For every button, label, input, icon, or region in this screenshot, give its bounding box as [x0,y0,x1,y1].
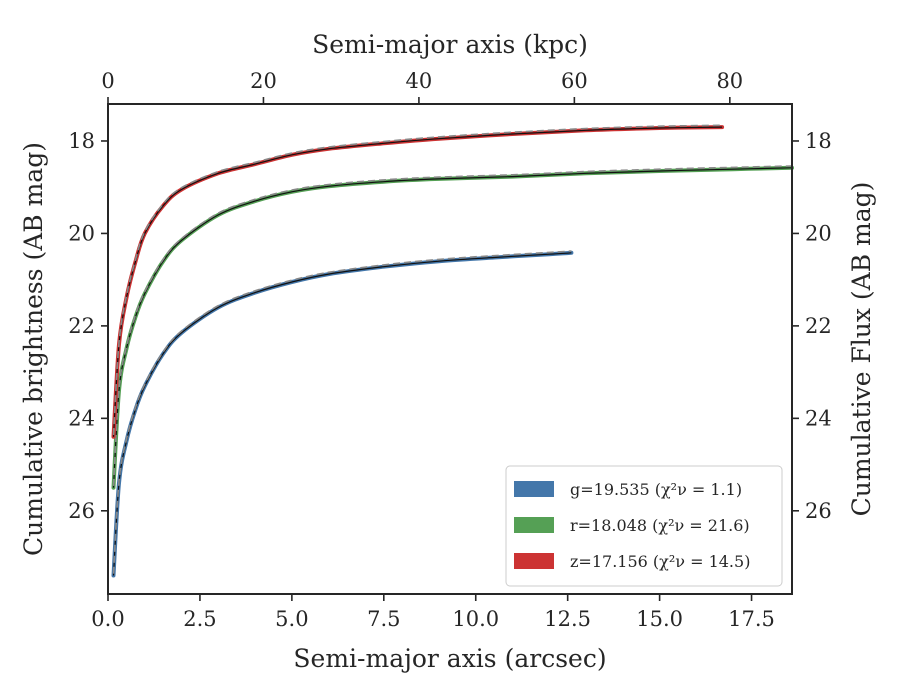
x2-tick-label: 60 [561,69,588,93]
series-0-dashed-line [112,250,572,574]
plot-frame [107,103,793,595]
legend-swatch [514,517,554,533]
series-1-model-line [112,167,793,488]
x-tick-label: 17.5 [728,607,775,631]
y2-tick-label: 18 [805,129,832,153]
y2-axis-title: Cumulative Flux (AB mag) [847,182,876,517]
legend-label: z=17.156 (χ²ν = 14.5) [570,552,750,571]
legend-label: g=19.535 (χ²ν = 1.1) [570,480,742,499]
x-tick-label: 12.5 [544,607,591,631]
series-0-model-line [112,252,572,576]
x-tick-label: 7.5 [367,607,400,631]
legend-frame [505,465,783,587]
series-1-dashed-line [112,165,793,486]
y2-tick-label: 26 [805,499,832,523]
curves-layer [111,124,794,578]
y-tick-label: 22 [68,314,95,338]
y-axis-title: Cumulative brightness (AB mag) [19,142,48,556]
x-axis-title: Semi-major axis (arcsec) [293,644,606,673]
legend-swatch [514,481,554,497]
y2-tick-label: 24 [805,406,832,430]
x-tick-label: 0.0 [91,607,124,631]
y2-tick-label: 20 [805,221,832,245]
legend-label: r=18.048 (χ²ν = 21.6) [570,516,750,535]
series-1-line [111,165,794,490]
x2-axis-title: Semi-major axis (kpc) [312,30,588,59]
x-tick-label: 15.0 [636,607,683,631]
legend-swatch [514,553,554,569]
x-tick-label: 2.5 [183,607,216,631]
x2-tick-label: 80 [716,69,743,93]
x2-tick-label: 0 [101,69,114,93]
y-tick-label: 26 [68,499,95,523]
y-tick-label: 18 [68,129,95,153]
y-tick-label: 20 [68,221,95,245]
ticks-layer: 0.0 2.5 5.0 7.5 10.0 12.5 15.0 17.5 0 20 40 60 80 18 1… [68,69,831,631]
y-tick-label: 24 [68,406,95,430]
x2-tick-label: 40 [406,69,433,93]
y2-tick-label: 22 [805,314,832,338]
x-tick-label: 5.0 [275,607,308,631]
x-tick-label: 10.0 [452,607,499,631]
x2-tick-label: 20 [250,69,277,93]
series-2-dashed-line [112,124,723,436]
series-0-line [111,250,574,578]
legend: g=19.535 (χ²ν = 1.1) r=18.048 (χ²ν = 21.6… [505,465,783,587]
